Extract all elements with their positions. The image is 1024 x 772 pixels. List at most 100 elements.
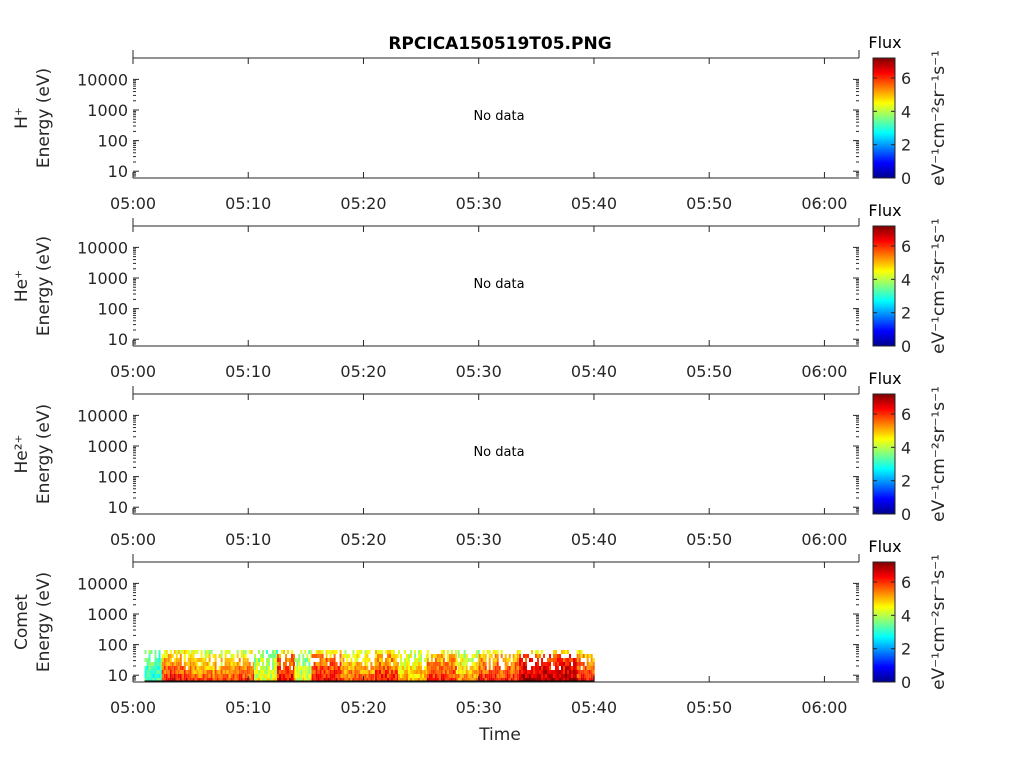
heatmap-cell (346, 654, 349, 658)
heatmap-cell (198, 678, 201, 682)
heatmap-cell (254, 654, 256, 658)
heatmap-cell (148, 662, 151, 666)
heatmap-cell (287, 678, 289, 682)
heatmap-cell (514, 670, 517, 674)
heatmap-cell (523, 670, 525, 674)
heatmap-cell (360, 666, 363, 670)
heatmap-cell (578, 674, 581, 678)
colorbar-tick-label: 4 (901, 270, 911, 289)
heatmap-cell (272, 662, 274, 666)
heatmap-cell (537, 654, 539, 658)
heatmap-cell (368, 674, 371, 678)
heatmap-cell (475, 650, 478, 654)
heatmap-cell (167, 654, 170, 658)
heatmap-cell (549, 678, 551, 682)
heatmap-cell (190, 658, 193, 662)
heatmap-cell (226, 658, 229, 662)
heatmap-cell (291, 662, 293, 666)
heatmap-cell (430, 658, 433, 662)
heatmap-cell (344, 662, 347, 666)
heatmap-cell (398, 666, 400, 670)
heatmap-cell (167, 662, 170, 666)
heatmap-cell (254, 674, 256, 678)
heatmap-cell (414, 658, 416, 662)
heatmap-cell (366, 666, 369, 670)
heatmap-cell (582, 666, 585, 670)
heatmap-cell (258, 670, 260, 674)
heatmap-cell (381, 670, 383, 674)
heatmap-cell (535, 662, 537, 666)
y-tick-label: 1000 (87, 269, 128, 288)
heatmap-cell (194, 678, 197, 682)
heatmap-cell (244, 658, 247, 662)
heatmap-cell (310, 674, 313, 678)
heatmap-cell (327, 658, 330, 662)
heatmap-cell (260, 666, 262, 670)
heatmap-cell (426, 654, 429, 658)
colorbar-tick-label: 6 (901, 237, 911, 256)
heatmap-cell (293, 670, 295, 674)
heatmap-cell (319, 658, 322, 662)
heatmap-cell (298, 666, 301, 670)
heatmap-cell (512, 674, 515, 678)
heatmap-cell (561, 674, 563, 678)
heatmap-cell (358, 674, 361, 678)
heatmap-cell (553, 654, 555, 658)
heatmap-cell (190, 670, 193, 674)
heatmap-cell (156, 662, 159, 666)
heatmap-cell (285, 678, 287, 682)
heatmap-cell (283, 674, 285, 678)
heatmap-cell (410, 666, 412, 670)
heatmap-cell (266, 650, 268, 654)
heatmap-cell (519, 678, 521, 682)
heatmap-cell (492, 674, 495, 678)
y-tick-label: 10 (108, 162, 128, 181)
heatmap-cell (179, 650, 182, 654)
heatmap-cell (226, 662, 229, 666)
colorbar-unit-label: eV⁻¹cm⁻²sr⁻¹s⁻¹ (929, 554, 949, 690)
heatmap-cell (173, 662, 176, 666)
heatmap-cell (250, 678, 253, 682)
heatmap-cell (434, 666, 437, 670)
heatmap-cell (248, 662, 251, 666)
heatmap-cell (308, 650, 311, 654)
heatmap-cell (214, 670, 217, 674)
heatmap-cell (331, 678, 334, 682)
heatmap-cell (335, 662, 338, 666)
heatmap-cell (266, 678, 268, 682)
heatmap-cell (557, 678, 559, 682)
x-axis-label: Time (478, 725, 521, 745)
heatmap-cell (183, 658, 186, 662)
heatmap-cell (559, 662, 561, 666)
heatmap-cell (408, 666, 410, 670)
heatmap-cell (323, 658, 326, 662)
heatmap-cell (146, 674, 149, 678)
heatmap-cell (496, 670, 499, 674)
heatmap-cell (584, 666, 587, 670)
heatmap-cell (375, 678, 377, 682)
heatmap-cell (432, 662, 435, 666)
heatmap-cell (580, 654, 583, 658)
heatmap-cell (387, 650, 389, 654)
y-tick-label: 100 (97, 300, 128, 319)
heatmap-cell (567, 666, 569, 670)
heatmap-cell (244, 678, 247, 682)
heatmap-cell (315, 662, 318, 666)
heatmap-cell (362, 658, 365, 662)
heatmap-cell (302, 658, 305, 662)
heatmap-cell (311, 654, 314, 658)
heatmap-cell (308, 662, 311, 666)
heatmap-cell (387, 654, 389, 658)
heatmap-cell (339, 662, 342, 666)
heatmap-cell (236, 674, 239, 678)
heatmap-cell (293, 658, 295, 662)
heatmap-cell (224, 670, 227, 674)
heatmap-cell (438, 658, 441, 662)
colorbar-tick-label: 0 (901, 169, 911, 188)
heatmap-cell (555, 654, 557, 658)
heatmap-cell (400, 678, 402, 682)
heatmap-cell (521, 678, 523, 682)
heatmap-cell (214, 658, 217, 662)
heatmap-cell (319, 666, 322, 670)
heatmap-cell (228, 658, 231, 662)
